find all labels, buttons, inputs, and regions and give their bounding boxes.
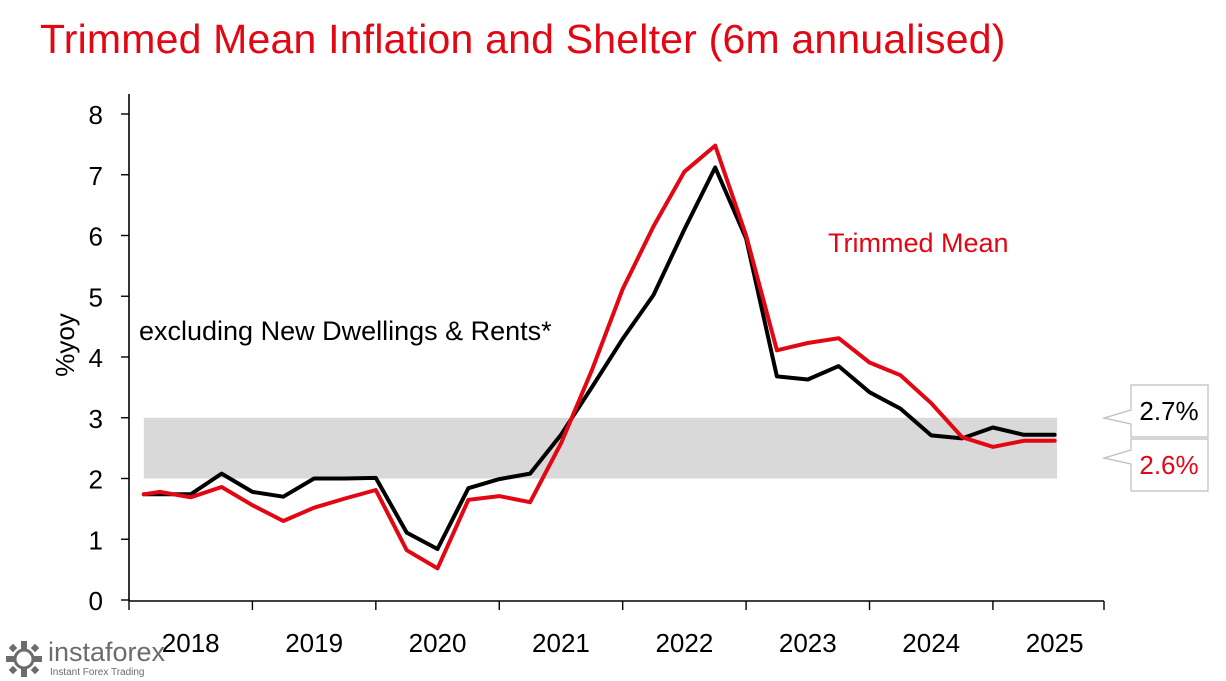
x-tick-label: 2025: [1026, 628, 1084, 658]
logo-icon: [6, 641, 42, 677]
y-tick-label: 1: [89, 525, 103, 555]
target-band: [143, 417, 1058, 479]
x-tick-label: 2019: [285, 628, 343, 658]
y-tick-label: 2: [89, 465, 103, 495]
y-tick-label: 7: [89, 161, 103, 191]
y-tick-label: 3: [89, 404, 103, 434]
x-tick-label: 2020: [409, 628, 467, 658]
y-tick-label: 4: [89, 343, 103, 373]
series-label-trimmed-mean: Trimmed Mean: [828, 228, 1009, 258]
y-tick-label: 5: [89, 282, 103, 312]
logo-name: instaforex: [48, 637, 166, 667]
series-line-trimmed-mean: [141, 143, 1057, 571]
y-tick-label: 6: [89, 222, 103, 252]
x-tick-label: 2021: [532, 628, 590, 658]
series-label-excluding-shelter: excluding New Dwellings & Rents*: [139, 316, 552, 346]
chart-title: Trimmed Mean Inflation and Shelter (6m a…: [40, 16, 1006, 62]
callout-excluding-shelter-box: [1101, 384, 1209, 438]
y-tick-label: 8: [89, 100, 103, 130]
callout-trimmed-mean-box: [1101, 438, 1209, 492]
x-tick-label: 2018: [162, 628, 220, 658]
y-tick-label: 0: [89, 586, 103, 616]
x-tick-label: 2022: [655, 628, 713, 658]
callout-excluding-shelter-text: 2.7%: [1139, 396, 1198, 426]
callout-trimmed-mean-text: 2.6%: [1139, 450, 1198, 480]
x-tick-label: 2024: [902, 628, 960, 658]
x-tick-label: 2023: [779, 628, 837, 658]
y-axis-label: %yoy: [50, 313, 80, 377]
brand-logo: instaforex Instant Forex Trading: [4, 637, 194, 679]
logo-tagline: Instant Forex Trading: [50, 667, 145, 678]
series-line-excluding-shelter: [141, 165, 1057, 551]
